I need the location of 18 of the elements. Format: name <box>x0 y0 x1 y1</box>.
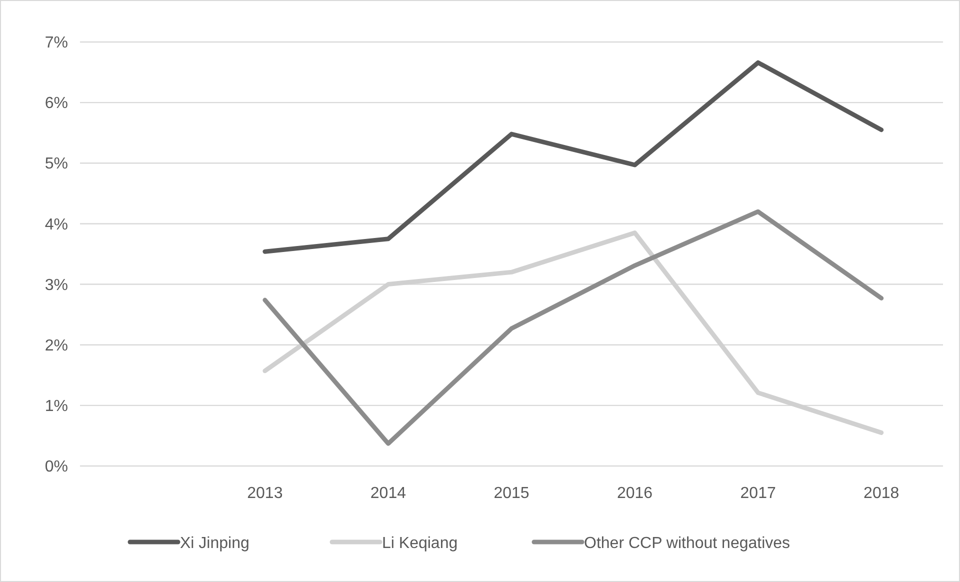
y-tick-label: 2% <box>44 337 68 354</box>
x-tick-label: 2015 <box>494 485 530 502</box>
line-series <box>262 60 884 254</box>
x-tick-label: 2017 <box>740 485 776 502</box>
legend-label: Other CCP without negatives <box>584 535 790 552</box>
y-tick-label: 1% <box>44 398 68 416</box>
legend-label: Xi Jinping <box>180 535 250 552</box>
x-tick-label: 2016 <box>616 485 653 502</box>
x-tick-label: 2018 <box>864 485 900 502</box>
y-tick-label: 3% <box>44 276 68 294</box>
x-tick-label: 2013 <box>247 485 283 502</box>
y-tick-label: 4% <box>44 216 68 234</box>
y-tick-label: 7% <box>44 34 68 52</box>
legend-label: Li Keqiang <box>382 535 458 552</box>
x-tick-label: 2014 <box>370 485 406 502</box>
y-tick-label: 5% <box>44 156 68 173</box>
y-tick-label: 6% <box>44 95 68 112</box>
y-tick-label: 0% <box>44 458 68 476</box>
